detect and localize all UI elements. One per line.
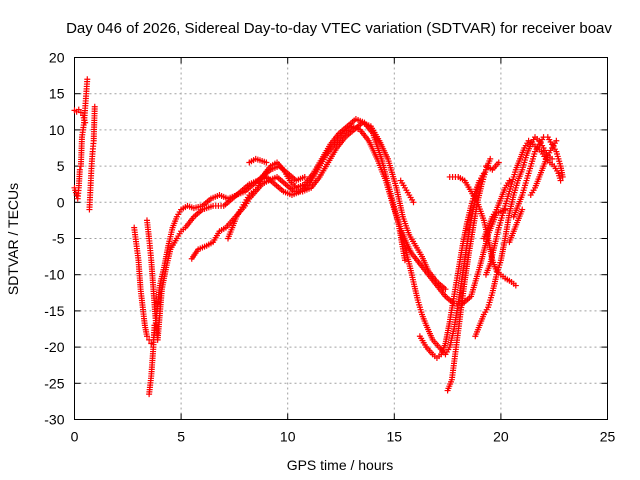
- x-tick-label: 15: [387, 429, 403, 445]
- data-point-markers: [416, 177, 483, 361]
- series-arc-early-c: [86, 103, 98, 213]
- data-point-markers: [480, 177, 513, 242]
- x-tick-label: 0: [71, 429, 79, 445]
- y-tick-label: -10: [44, 267, 64, 283]
- data-point-markers: [397, 177, 417, 206]
- series-arc-7: [397, 170, 487, 358]
- data-point-markers: [482, 159, 502, 173]
- series-arc-15: [397, 177, 417, 206]
- series-arc-6: [246, 155, 270, 166]
- plot-frame: [74, 57, 608, 420]
- axes-ticks: 0 5 10 15 20 25 20 15 10 5 0 -5 -10 -15 -20 -25 -30: [44, 50, 615, 445]
- y-tick-label: -15: [44, 303, 64, 319]
- y-tick-label: 15: [49, 86, 65, 102]
- x-tick-label: 20: [493, 429, 509, 445]
- series-arc-12: [482, 137, 564, 278]
- data-point-markers: [472, 134, 556, 340]
- x-tick-label: 10: [280, 429, 296, 445]
- y-tick-label: 5: [57, 158, 65, 174]
- y-tick-label: 10: [49, 122, 65, 138]
- series-arc-16: [482, 159, 502, 173]
- data-point-markers: [86, 103, 98, 213]
- x-tick-label: 5: [177, 429, 185, 445]
- chart-title: Day 046 of 2026, Sidereal Day-to-day VTE…: [66, 20, 612, 37]
- series-arc-11: [472, 134, 556, 340]
- y-tick-label: -30: [44, 412, 64, 428]
- data-point-markers: [527, 137, 560, 199]
- series-arc-1: [131, 116, 408, 347]
- y-tick-label: -20: [44, 339, 64, 355]
- data-point-markers: [71, 106, 89, 126]
- series-arc-9: [444, 155, 494, 394]
- data-point-markers: [146, 322, 158, 398]
- data-point-markers: [246, 155, 270, 166]
- series-arc-18: [527, 137, 560, 199]
- series-arc-14: [510, 134, 566, 220]
- series-arc-3: [146, 322, 158, 398]
- data-point-markers: [143, 123, 509, 343]
- data-point-markers: [397, 170, 487, 358]
- series-arc-13: [480, 177, 513, 242]
- y-tick-label: -25: [44, 375, 64, 391]
- data-point-markers: [444, 155, 494, 394]
- series-arc-2: [143, 123, 509, 343]
- data-point-markers: [506, 206, 526, 246]
- y-axis-label: SDTVAR / TECUs: [5, 183, 21, 295]
- data-point-markers: [131, 116, 408, 347]
- x-tick-label: 25: [600, 429, 616, 445]
- x-axis-label: GPS time / hours: [287, 457, 394, 473]
- y-tick-label: 20: [49, 50, 65, 66]
- data-point-markers: [510, 134, 566, 220]
- data-point-markers: [482, 137, 564, 278]
- series-arc-17: [506, 206, 526, 246]
- y-tick-label: 0: [57, 194, 65, 210]
- data-series: [71, 76, 566, 398]
- series-arc-5: [225, 163, 308, 242]
- y-tick-label: -5: [52, 231, 65, 247]
- data-point-markers: [225, 163, 308, 242]
- series-arc-early-b: [71, 106, 89, 126]
- series-arc-8: [416, 177, 483, 361]
